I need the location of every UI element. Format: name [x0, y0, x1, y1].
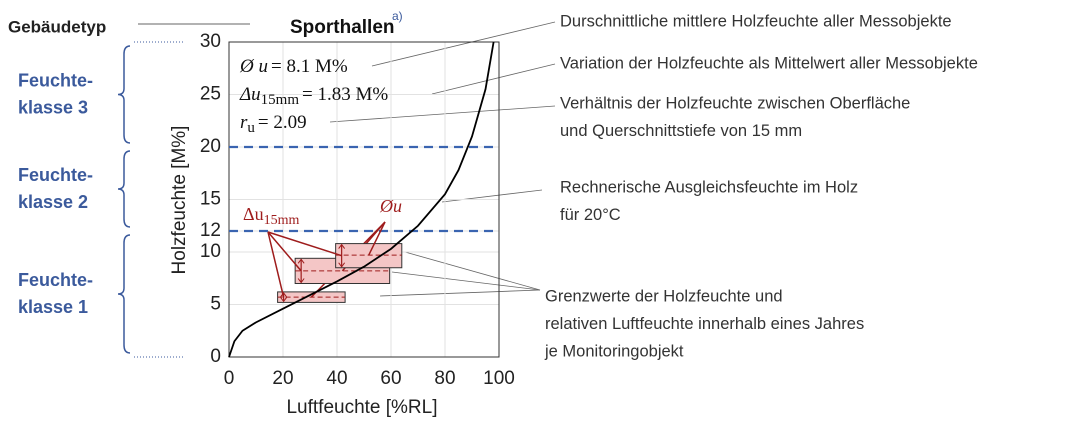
- x-tick-label: 20: [272, 368, 293, 389]
- y-tick-label: 0: [210, 346, 221, 367]
- subscript: 15mm: [264, 213, 300, 228]
- x-tick-label: 60: [380, 368, 401, 389]
- note: Rechnerische Ausgleichsfeuchte im Holz: [560, 178, 858, 196]
- leaders: [329, 21, 556, 297]
- note: Durschnittliche mittlere Holzfeuchte all…: [560, 12, 952, 30]
- note: und Querschnittstiefe von 15 mm: [560, 122, 802, 140]
- symbol: Δu: [243, 204, 264, 224]
- subscript: 15mm: [261, 92, 300, 108]
- note: für 20°C: [560, 206, 621, 224]
- arrow-head: [280, 292, 287, 298]
- arrow-head: [338, 262, 346, 268]
- stat: ru = 2.09: [240, 112, 307, 136]
- mean-label: Øu: [379, 196, 402, 216]
- stat: Ø u = 8.1 M%: [239, 56, 348, 77]
- x-tick-label: 40: [326, 368, 347, 389]
- isotherm: [228, 41, 495, 358]
- leader: [391, 271, 541, 291]
- leader: [329, 105, 556, 123]
- pointer: [368, 221, 386, 256]
- note: relativen Luftfeuchte innerhalb eines Ja…: [545, 315, 864, 333]
- brace: [117, 234, 131, 354]
- value: = 8.1 M%: [271, 56, 348, 77]
- y-tick-label: 12: [200, 220, 221, 241]
- y-tick-label: 10: [200, 241, 221, 262]
- leader: [431, 63, 556, 95]
- symbol: Δu: [239, 84, 261, 105]
- y-tick-label: 15: [200, 189, 221, 210]
- x-tick-label: 80: [434, 368, 455, 389]
- note: Variation der Holzfeuchte als Mittelwert…: [560, 54, 978, 72]
- note: je Monitoringobjekt: [544, 342, 684, 360]
- footnote: a): [392, 9, 403, 23]
- arrow-head: [338, 243, 346, 249]
- delta-label: Δu15mm: [243, 204, 299, 228]
- note: Verhältnis der Holzfeuchte zwischen Ober…: [560, 94, 910, 112]
- pointer: [267, 231, 285, 298]
- leader: [379, 289, 541, 297]
- leader: [404, 251, 541, 291]
- class-label: Feuchte-: [18, 165, 93, 185]
- y-tick-label: 30: [200, 31, 221, 52]
- pointer: [267, 231, 302, 272]
- leader: [371, 21, 556, 67]
- note: Grenzwerte der Holzfeuchte und: [545, 287, 783, 305]
- arrow-head: [280, 297, 287, 303]
- pointer: [267, 231, 342, 257]
- title: Sporthallen: [290, 17, 395, 38]
- range-box: [335, 243, 403, 269]
- class-label: klasse 3: [18, 97, 88, 117]
- value: = 1.83 M%: [302, 84, 388, 105]
- plot-frame: [228, 41, 500, 358]
- arrow-head: [297, 258, 305, 264]
- arrow-head: [297, 278, 305, 284]
- class-label: Feuchte-: [18, 70, 93, 90]
- type-label: Gebäudetyp: [8, 17, 106, 36]
- stat: Δu15mm = 1.83 M%: [239, 84, 388, 108]
- x-axis-label: Luftfeuchte [%RL]: [286, 397, 437, 418]
- value: = 2.09: [258, 112, 307, 133]
- subscript: u: [247, 120, 255, 136]
- brace: [117, 45, 131, 144]
- y-tick-label: 5: [210, 294, 221, 315]
- y-tick-label: 20: [200, 136, 221, 157]
- class-label: klasse 1: [18, 297, 88, 317]
- y-tick-label: 25: [200, 84, 221, 105]
- x-tick-label: 0: [224, 368, 235, 389]
- class-label: klasse 2: [18, 192, 88, 212]
- symbol: Ø u: [239, 56, 268, 77]
- y-axis-label: Holzfeuchte [M%]: [169, 126, 190, 275]
- leader: [441, 189, 543, 203]
- class-label: Feuchte-: [18, 270, 93, 290]
- x-tick-label: 100: [483, 368, 515, 389]
- brace: [117, 150, 131, 228]
- symbol: r: [240, 112, 248, 133]
